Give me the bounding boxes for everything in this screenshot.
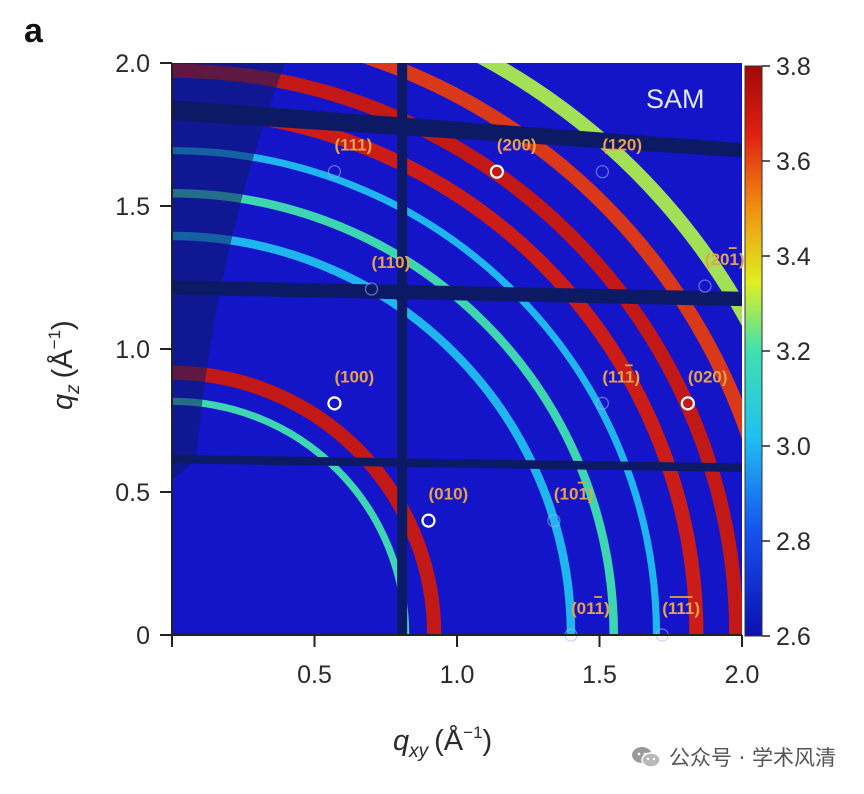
watermark-text: 公众号 · 学术风清 — [668, 746, 836, 770]
peak-marker — [547, 513, 561, 528]
x-tick-label: 1.0 — [440, 661, 475, 689]
colorbar — [744, 65, 763, 637]
peak-label: (100) — [334, 367, 374, 386]
peak-marker — [680, 396, 695, 411]
wechat-icon — [631, 745, 661, 769]
y-axis-symbol: q — [47, 394, 79, 410]
x-axis-unit-exponent: −1 — [463, 723, 482, 742]
peak-marker — [595, 165, 609, 179]
detector-gap-vertical — [397, 63, 408, 635]
colorbar-tick-label: 3.4 — [776, 243, 811, 271]
colorbar-tick-label: 3.6 — [776, 148, 811, 176]
detector-shadow-left — [172, 63, 285, 480]
x-axis-subscript: xy — [408, 741, 430, 762]
peak-label: (101) — [554, 485, 594, 504]
sample-label: SAM — [646, 84, 705, 114]
peak-marker — [364, 282, 379, 296]
x-axis-label: qxy (Å−1) — [393, 723, 492, 762]
y-axis-unit: (Å — [46, 349, 79, 379]
x-tick-label: 1.5 — [582, 661, 617, 689]
x-axis-unit-close: ) — [483, 725, 493, 757]
peak-label: (111) — [662, 599, 700, 618]
panel-label: a — [24, 12, 44, 50]
peak-label: (200) — [497, 136, 537, 155]
peak-label: (120) — [602, 136, 642, 155]
peak-label: (111) — [602, 367, 640, 386]
colorbar-tick-label: 2.8 — [776, 528, 811, 556]
peak-label: (010) — [429, 485, 469, 504]
plot-area — [172, 63, 742, 635]
colorbar-tick-label: 3.0 — [776, 433, 811, 461]
x-tick-label: 2.0 — [725, 661, 760, 689]
y-tick-label: 1.0 — [115, 336, 150, 364]
scattering-ring — [172, 231, 576, 635]
colorbar-tick-label: 2.6 — [776, 623, 811, 651]
detector-gap-horizontal — [172, 280, 742, 307]
peak-marker — [421, 513, 436, 528]
y-tick-label: 0 — [136, 622, 150, 650]
peak-label: (201) — [705, 250, 745, 269]
peak-label: (111) — [334, 136, 372, 155]
scattering-ring — [361, 63, 742, 440]
scattering-ring — [477, 63, 742, 327]
detector-gap-horizontal — [172, 100, 742, 158]
peak-label: (011) — [571, 599, 610, 618]
y-tick-label: 2.0 — [115, 50, 150, 78]
peak-label: (020) — [688, 367, 728, 386]
y-axis-unit-exponent: −1 — [45, 330, 64, 349]
peak-marker — [489, 164, 504, 179]
y-axis-unit-close: ) — [47, 320, 79, 330]
scattering-ring — [172, 188, 619, 635]
colorbar-tick-label: 3.2 — [776, 338, 811, 366]
x-tick-label: 0.5 — [297, 661, 332, 689]
scattering-ring — [172, 63, 742, 635]
peak-label: (110) — [372, 253, 411, 272]
peak-marker — [327, 396, 342, 411]
scattering-ring — [172, 365, 442, 635]
peak-marker — [327, 165, 342, 179]
peak-marker — [698, 279, 712, 293]
x-axis-unit: (Å — [434, 724, 464, 757]
x-axis-symbol: q — [393, 725, 409, 757]
watermark: 公众号 · 学术风清 — [631, 742, 836, 772]
y-axis-label: qz (Å−1) — [45, 320, 84, 410]
detector-gap-horizontal — [172, 454, 742, 472]
peak-marker — [595, 396, 609, 410]
y-tick-label: 1.5 — [115, 193, 150, 221]
y-axis-subscript: z — [63, 384, 84, 395]
colorbar-tick-label: 3.8 — [776, 53, 811, 81]
y-tick-label: 0.5 — [115, 479, 150, 507]
